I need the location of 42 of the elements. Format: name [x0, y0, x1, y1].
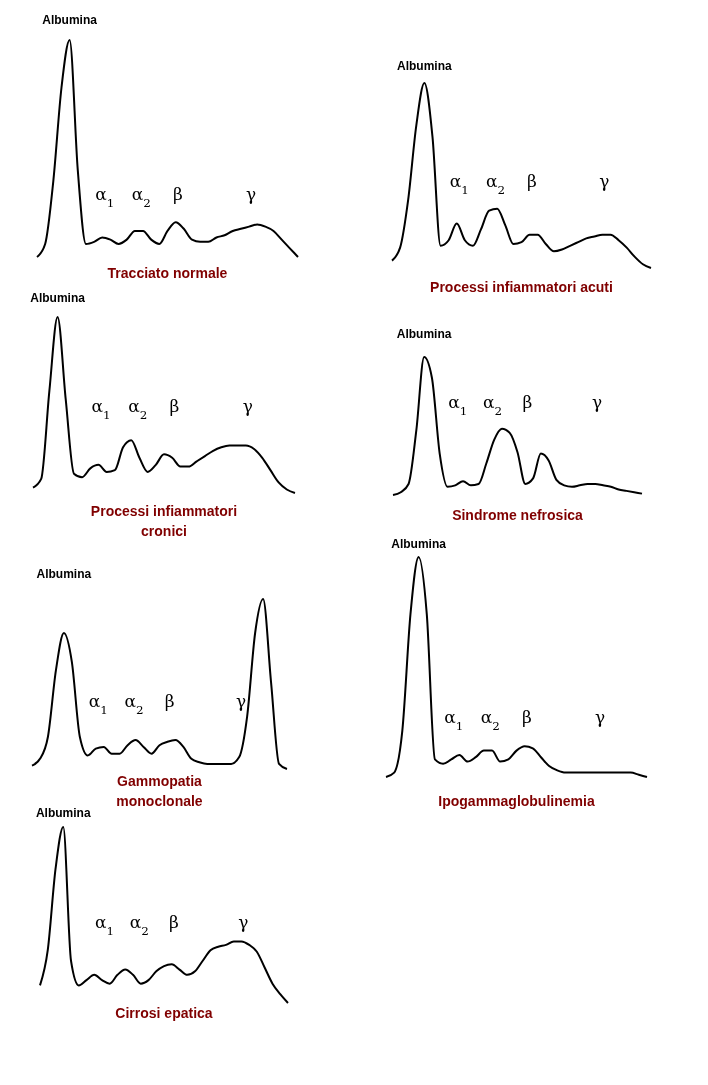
annotation: α$_{1}$ — [91, 396, 111, 422]
text: Ipogammaglobulinemia — [438, 793, 595, 809]
annotation: β — [169, 912, 179, 932]
annotation: α$_{1}$ — [449, 171, 469, 197]
annotation: γ — [245, 184, 257, 204]
annotation: α$_{2}$ — [131, 184, 151, 210]
annotation: β — [526, 171, 537, 191]
text: Albumina — [36, 567, 92, 581]
annotation: α$_{1}$ — [94, 912, 115, 938]
annotation: α$_{1}$ — [444, 707, 464, 733]
annotation: β — [164, 691, 175, 711]
annotation: α$_{2}$ — [129, 912, 149, 938]
text: Albumina — [42, 13, 98, 27]
annotation: γ — [242, 396, 253, 416]
text: Processi infiammatori acuti — [430, 279, 613, 295]
annotation: β — [173, 184, 183, 204]
text: Albumina — [397, 59, 453, 73]
annotation: α$_{2}$ — [480, 707, 500, 733]
annotation: γ — [592, 392, 603, 412]
annotation: β — [522, 707, 532, 727]
annotation: γ — [238, 912, 249, 932]
text: Albumina — [396, 327, 452, 341]
annotation: α$_{1}$ — [95, 184, 115, 210]
text: Processi infiammatori cronici — [90, 503, 238, 539]
annotation: α$_{2}$ — [486, 171, 506, 197]
text: Gammopatia monoclonale — [116, 773, 203, 809]
annotation: α$_{2}$ — [124, 691, 144, 717]
annotation: γ — [599, 171, 610, 191]
annotation: α$_{2}$ — [128, 396, 148, 422]
text: Cirrosi epatica — [115, 1005, 213, 1021]
text: Sindrome nefrosica — [452, 507, 584, 523]
text: Albumina — [30, 291, 86, 305]
annotation: α$_{1}$ — [88, 691, 108, 717]
annotation: γ — [236, 691, 247, 711]
text: Tracciato normale — [107, 265, 228, 281]
text: Albumina — [35, 806, 91, 820]
annotation: β — [169, 396, 180, 416]
annotation: β — [522, 392, 533, 412]
annotation: γ — [594, 707, 606, 727]
annotation: α$_{1}$ — [448, 392, 468, 418]
annotation: α$_{2}$ — [483, 392, 503, 418]
text: Albumina — [391, 537, 447, 551]
